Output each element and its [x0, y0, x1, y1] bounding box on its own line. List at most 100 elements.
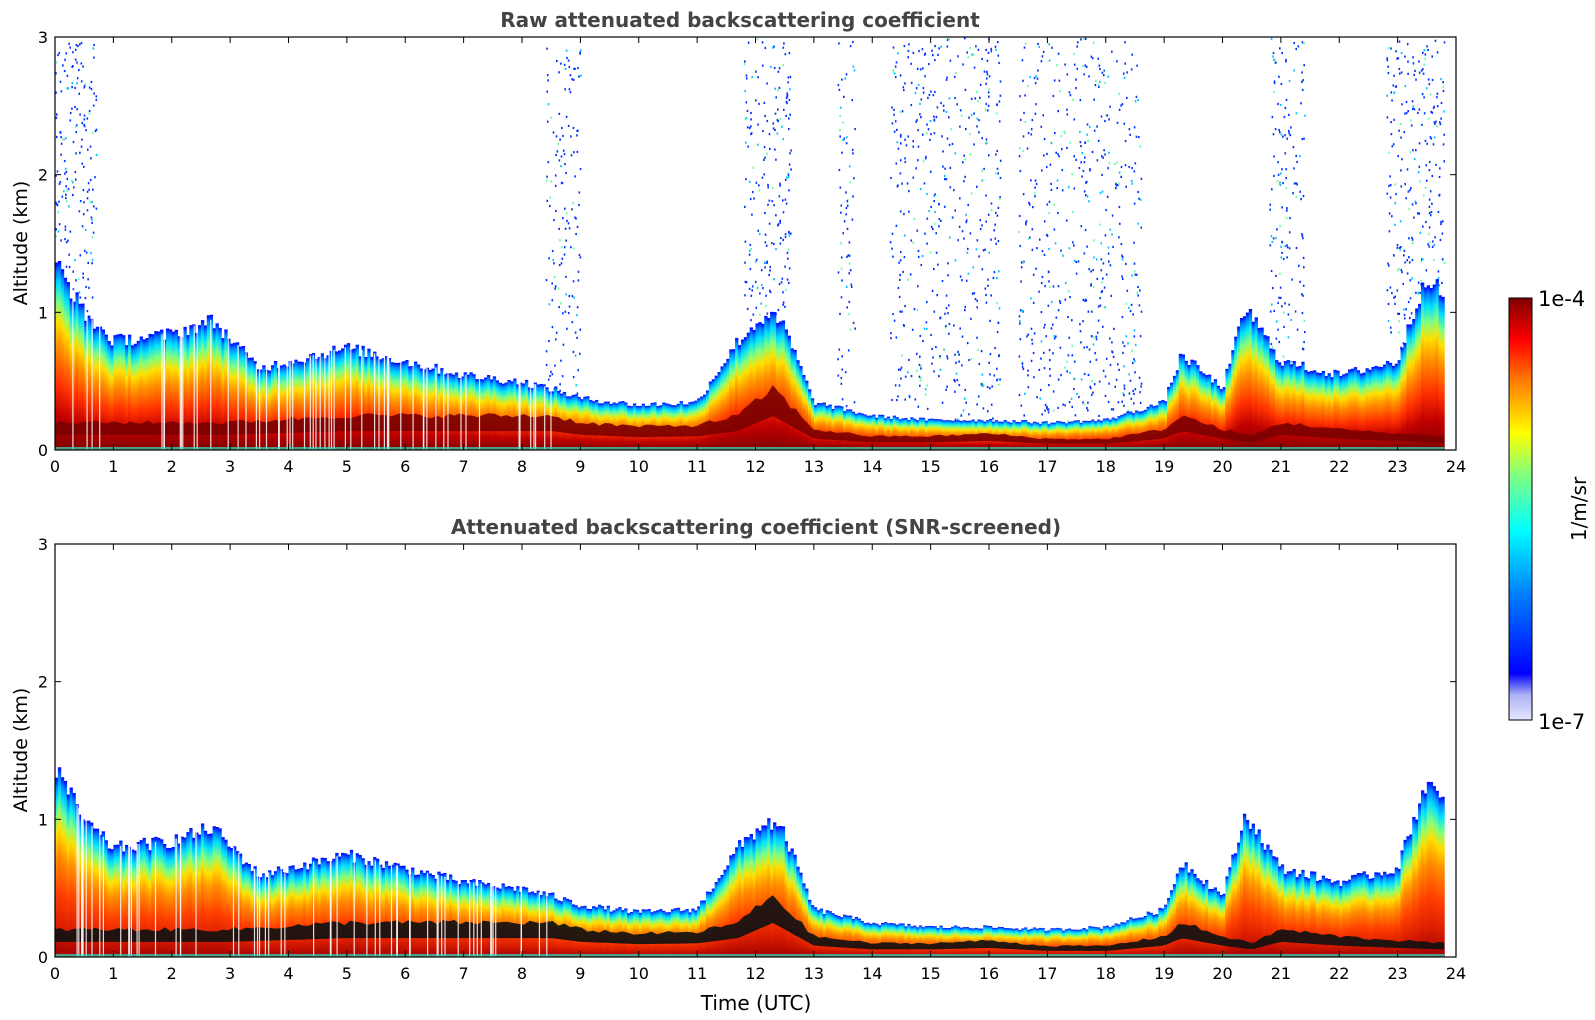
noise-speck [85, 285, 87, 289]
noise-speck [1036, 77, 1039, 80]
noise-speck [83, 123, 85, 126]
noise-speck [949, 59, 952, 62]
noise-speck [1047, 411, 1050, 414]
noise-speck [92, 47, 95, 50]
backscatter-column [1237, 842, 1241, 957]
noise-speck [976, 185, 978, 188]
backscatter-column [848, 915, 853, 957]
backscatter-column [1272, 349, 1276, 450]
backscatter-column [98, 834, 103, 957]
missing-profile [315, 354, 317, 450]
noise-speck [1428, 241, 1431, 244]
noise-speck [840, 211, 842, 214]
noise-speck [894, 384, 897, 387]
backscatter-column [764, 825, 768, 957]
noise-speck [1021, 309, 1024, 313]
noise-speck [580, 74, 582, 77]
backscatter-column [1193, 873, 1197, 957]
noise-speck [926, 123, 928, 126]
backscatter-column [1181, 867, 1185, 957]
noise-speck [964, 305, 966, 309]
noise-speck [1431, 245, 1434, 248]
noise-speck [1387, 302, 1390, 306]
noise-speck [1411, 238, 1414, 241]
x-tick-label: 9 [575, 457, 585, 476]
backscatter-column [697, 906, 701, 957]
noise-speck [1270, 37, 1273, 40]
backscatter-column [288, 866, 292, 957]
noise-speck [1105, 209, 1107, 212]
noise-speck [74, 125, 77, 128]
backscatter-column [180, 337, 184, 450]
noise-speck [1066, 360, 1068, 363]
noise-speck [761, 41, 764, 44]
noise-speck [1123, 404, 1125, 407]
backscatter-column [854, 916, 859, 957]
noise-speck [899, 368, 902, 371]
noise-speck [560, 302, 562, 305]
noise-speck [1278, 128, 1280, 132]
noise-speck [775, 248, 777, 251]
noise-speck [579, 352, 581, 355]
noise-speck [785, 288, 787, 291]
noise-speck [1056, 187, 1058, 190]
noise-speck [930, 205, 932, 209]
noise-speck [840, 382, 843, 385]
noise-speck [964, 388, 966, 391]
noise-speck [763, 158, 765, 161]
backscatter-column [1429, 288, 1434, 450]
x-tick-label: 1 [108, 457, 118, 476]
noise-speck [57, 211, 60, 214]
noise-speck [86, 209, 89, 212]
backscatter-column [916, 927, 920, 957]
backscatter-column [472, 374, 476, 450]
backscatter-column [1143, 409, 1148, 450]
noise-speck [782, 301, 785, 304]
noise-speck [931, 49, 933, 52]
noise-speck [945, 294, 948, 297]
backscatter-column [250, 871, 254, 957]
noise-speck [1128, 306, 1130, 309]
backscatter-column [346, 854, 351, 957]
noise-speck [841, 368, 844, 371]
backscatter-column [1228, 867, 1232, 957]
backscatter-column [390, 362, 394, 450]
noise-speck [919, 68, 922, 71]
noise-speck [744, 205, 746, 208]
noise-speck [67, 239, 69, 242]
noise-speck [895, 61, 898, 64]
noise-speck [55, 201, 57, 204]
noise-speck [1420, 69, 1423, 72]
noise-speck [1389, 184, 1392, 187]
noise-speck [1423, 194, 1425, 197]
backscatter-column [206, 315, 211, 450]
noise-speck [1301, 233, 1303, 236]
noise-speck [1102, 262, 1105, 265]
backscatter-column [755, 323, 759, 450]
noise-speck [992, 276, 995, 280]
backscatter-column [828, 404, 832, 450]
noise-speck [1293, 69, 1295, 72]
backscatter-column [755, 828, 759, 957]
noise-speck [1395, 50, 1397, 53]
backscatter-column [729, 855, 733, 957]
backscatter-column [422, 369, 427, 450]
backscatter-column [1342, 880, 1346, 957]
noise-speck [568, 305, 571, 308]
noise-speck [55, 61, 58, 64]
noise-speck [82, 272, 84, 275]
noise-speck [565, 212, 568, 215]
noise-speck [1301, 234, 1304, 237]
missing-profile [469, 881, 471, 957]
noise-speck [82, 276, 84, 279]
backscatter-column [1123, 922, 1127, 957]
noise-speck [760, 269, 763, 272]
backscatter-column [180, 836, 184, 957]
missing-profile [535, 384, 537, 450]
noise-speck [1403, 254, 1405, 257]
noise-speck [1439, 238, 1442, 242]
noise-speck [1020, 280, 1022, 283]
backscatter-column [924, 420, 929, 450]
backscatter-column [1213, 379, 1218, 450]
x-tick-label: 0 [50, 964, 60, 983]
